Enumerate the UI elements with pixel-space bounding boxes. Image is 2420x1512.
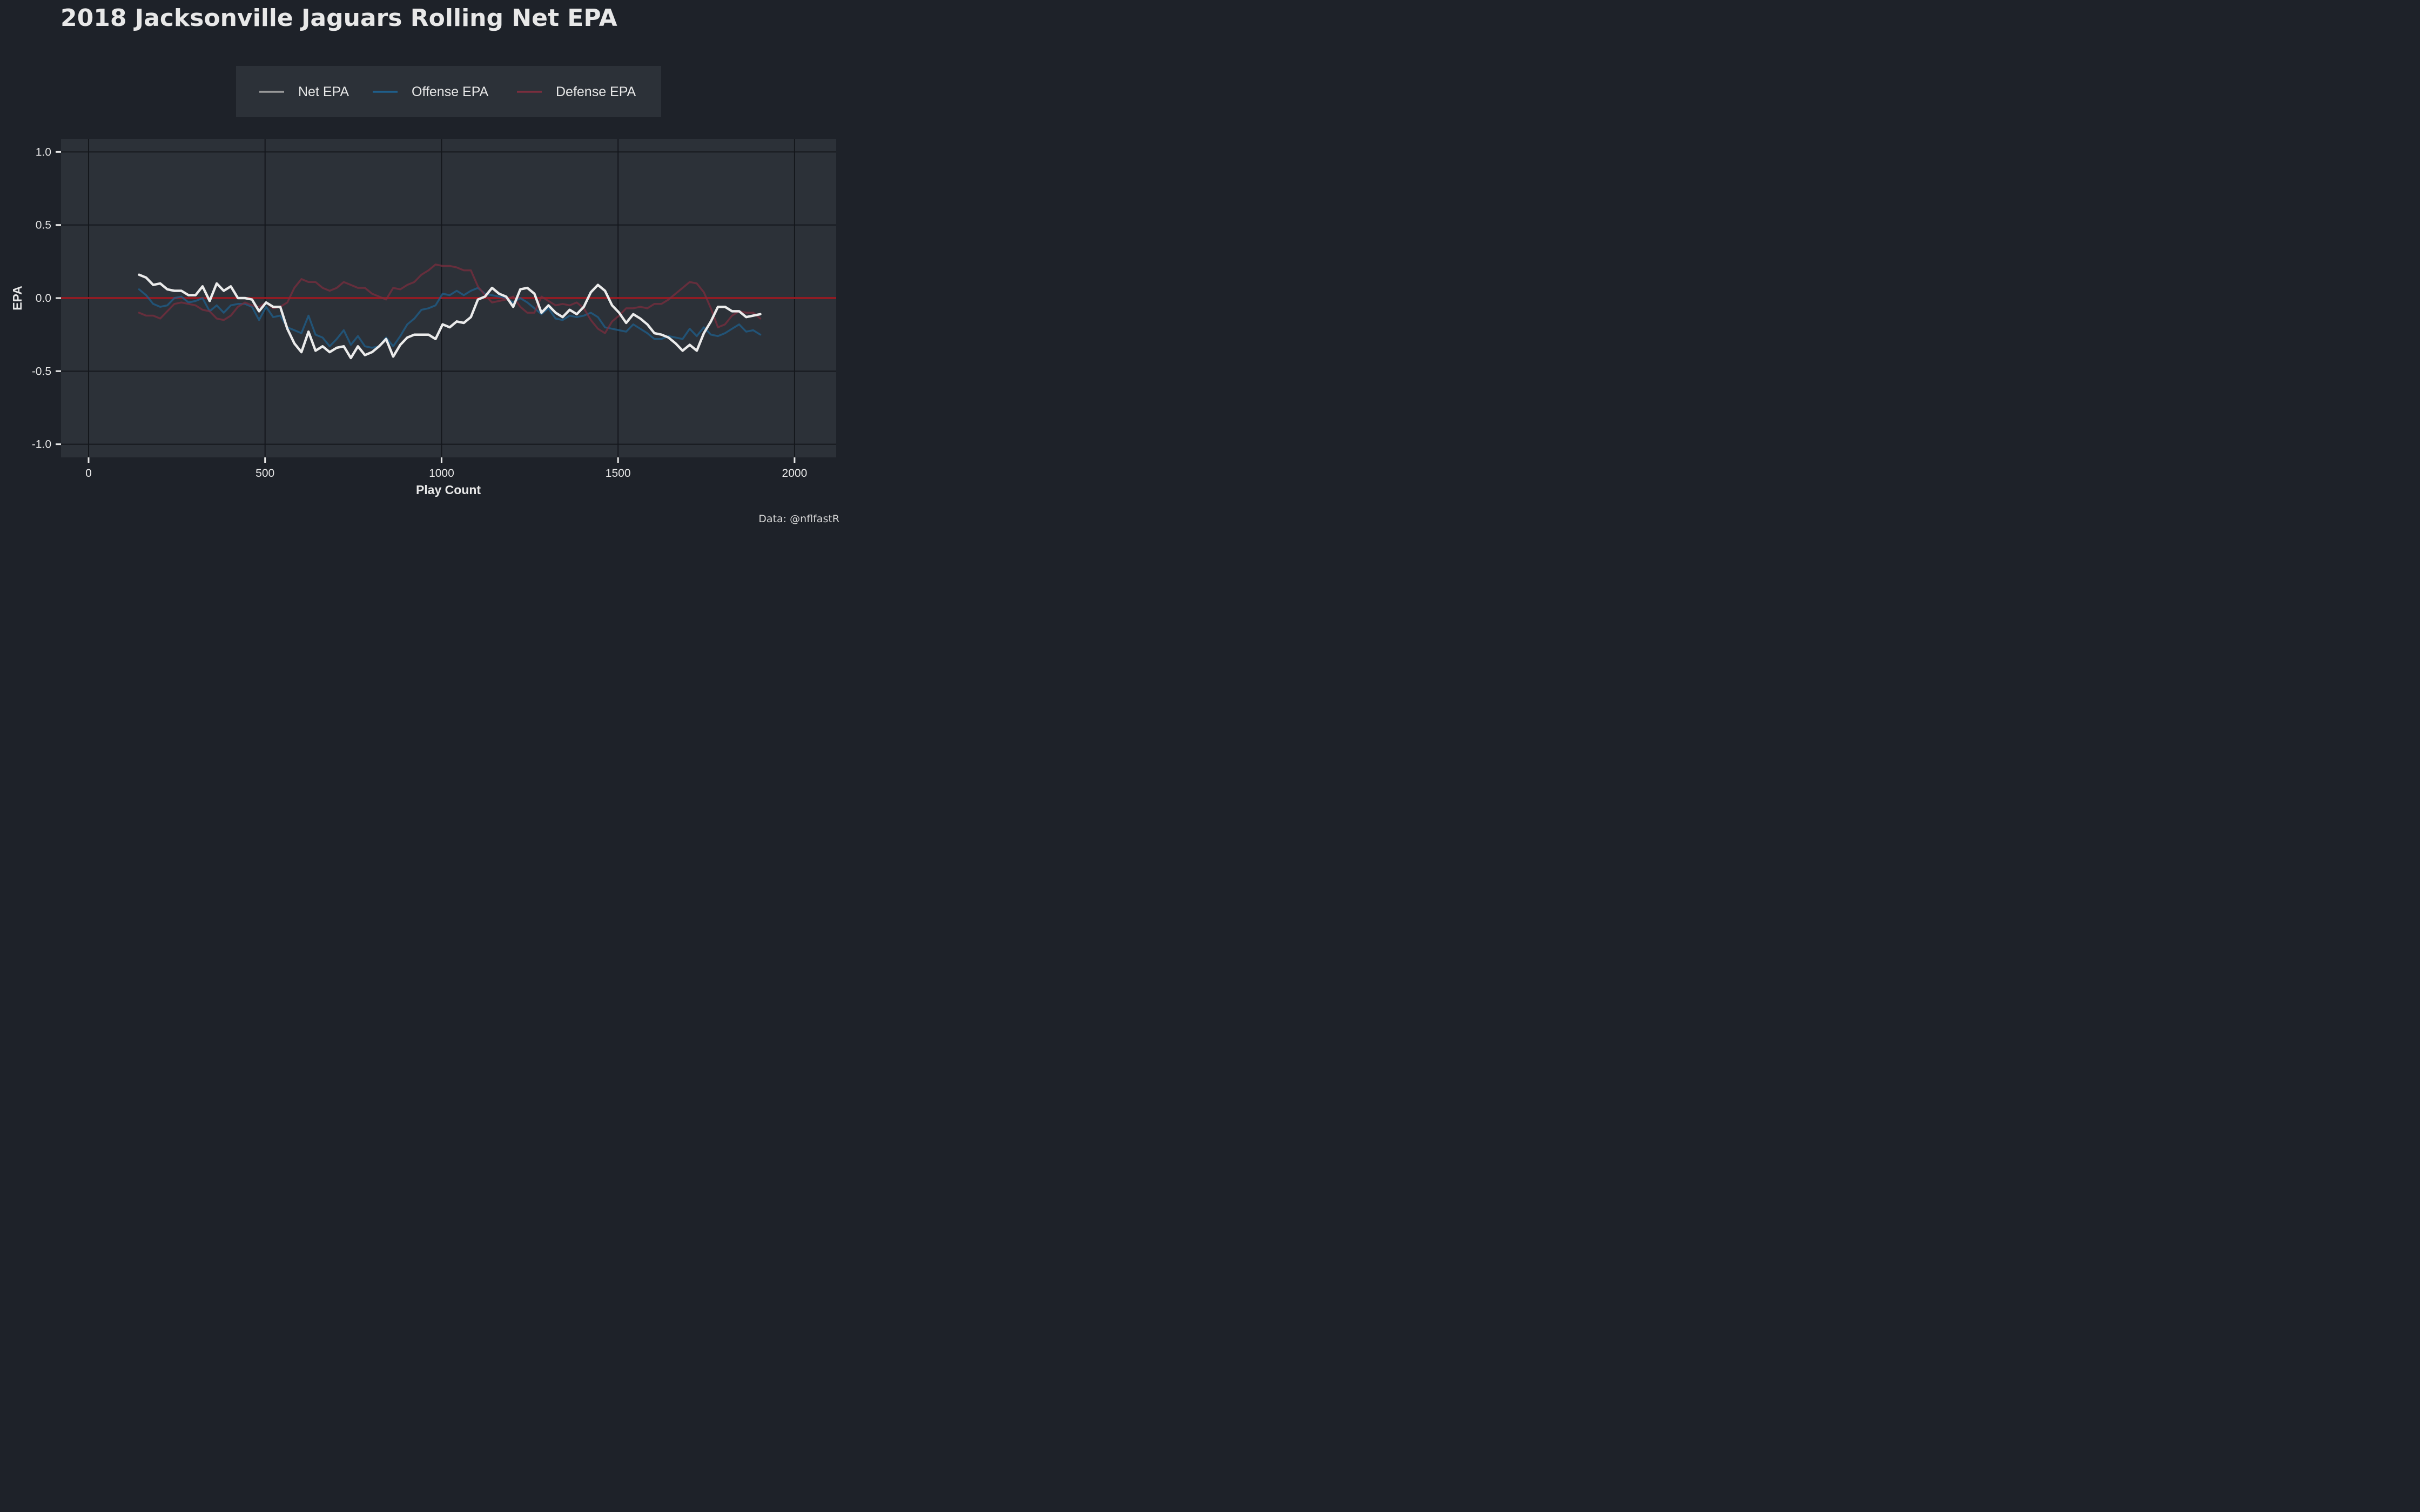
series-lines <box>138 264 762 360</box>
chart-title: 2018 Jacksonville Jaguars Rolling Net EP… <box>60 4 617 32</box>
y-tick-label: 0.5 <box>36 219 51 232</box>
x-axis-label: Play Count <box>416 483 481 497</box>
x-tick-label: 1500 <box>606 467 631 480</box>
x-tick-label: 2000 <box>782 467 808 480</box>
y-tick-label: -1.0 <box>32 438 51 451</box>
y-axis-label: EPA <box>10 286 24 310</box>
legend-label: Offense EPA <box>412 84 489 99</box>
y-tick-label: 1.0 <box>36 146 51 158</box>
plot-area: 1.0 0.5 0.0 -0.5 -1.0 0 500 1000 1500 2000 Play … <box>10 139 836 497</box>
source-note: Data: @nflfastR <box>758 513 839 525</box>
y-tick-label: 0.0 <box>36 292 51 305</box>
legend: Net EPA Offense EPA Defense EPA <box>236 66 661 117</box>
x-tick-label: 1000 <box>429 467 454 480</box>
series-line-net-epa <box>138 273 762 360</box>
legend-item: Offense EPA <box>373 84 489 99</box>
y-axis: 1.0 0.5 0.0 -0.5 -1.0 <box>32 146 61 451</box>
legend-item: Net EPA <box>259 84 349 99</box>
x-tick-label: 500 <box>256 467 274 480</box>
y-tick-label: -0.5 <box>32 365 51 377</box>
legend-svg: Net EPA Offense EPA Defense EPA <box>259 84 636 99</box>
x-tick-label: 0 <box>85 467 92 480</box>
legend-label: Defense EPA <box>556 84 636 99</box>
x-axis: 0 500 1000 1500 2000 <box>85 457 807 480</box>
series-line-defense-epa <box>138 264 762 334</box>
legend-label: Net EPA <box>298 84 349 99</box>
legend-item: Defense EPA <box>517 84 636 99</box>
